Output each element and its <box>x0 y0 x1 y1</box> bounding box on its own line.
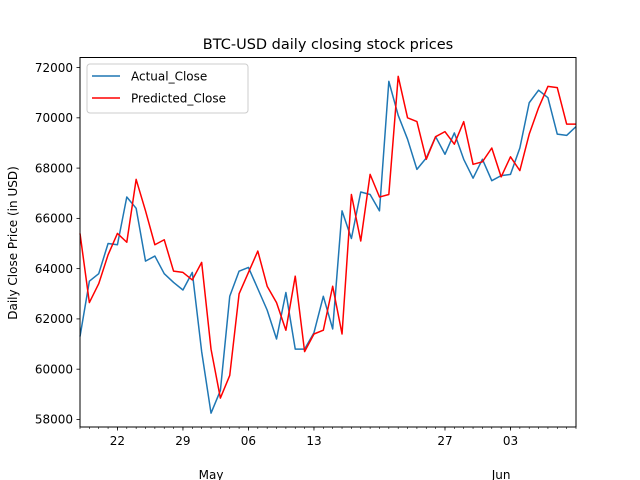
legend: Actual_Close Predicted_Close <box>86 63 249 114</box>
x-month-label: Jun <box>491 468 511 480</box>
x-tick-label: 03 <box>503 434 518 448</box>
x-tick-label: 22 <box>110 434 125 448</box>
x-tick-label: 13 <box>306 434 321 448</box>
y-tick-label: 70000 <box>35 111 73 125</box>
y-tick-label: 64000 <box>35 262 73 276</box>
y-tick-label: 68000 <box>35 161 73 175</box>
legend-predicted-label: Predicted_Close <box>131 92 226 106</box>
legend-box <box>86 63 249 114</box>
y-axis-label: Daily Close Price (in USD) <box>6 166 20 320</box>
x-tick-label: 27 <box>437 434 452 448</box>
legend-actual-label: Actual_Close <box>131 70 207 84</box>
y-tick-label: 60000 <box>35 362 73 376</box>
series-line-predicted-close <box>79 75 576 399</box>
y-tick-label: 62000 <box>35 312 73 326</box>
y-tick-label: 72000 <box>35 61 73 75</box>
y-tick-label: 58000 <box>35 413 73 427</box>
x-month-label: May <box>199 468 224 480</box>
x-tick-label: 06 <box>241 434 256 448</box>
plot-area: 58000 60000 62000 64000 66000 68000 70000 72000… <box>35 61 577 480</box>
plot-frame <box>79 57 577 428</box>
x-tick-label: 29 <box>175 434 190 448</box>
y-tick-label: 66000 <box>35 212 73 226</box>
series-line-actual-close <box>79 80 577 414</box>
chart-title: BTC-USD daily closing stock prices <box>203 37 453 53</box>
